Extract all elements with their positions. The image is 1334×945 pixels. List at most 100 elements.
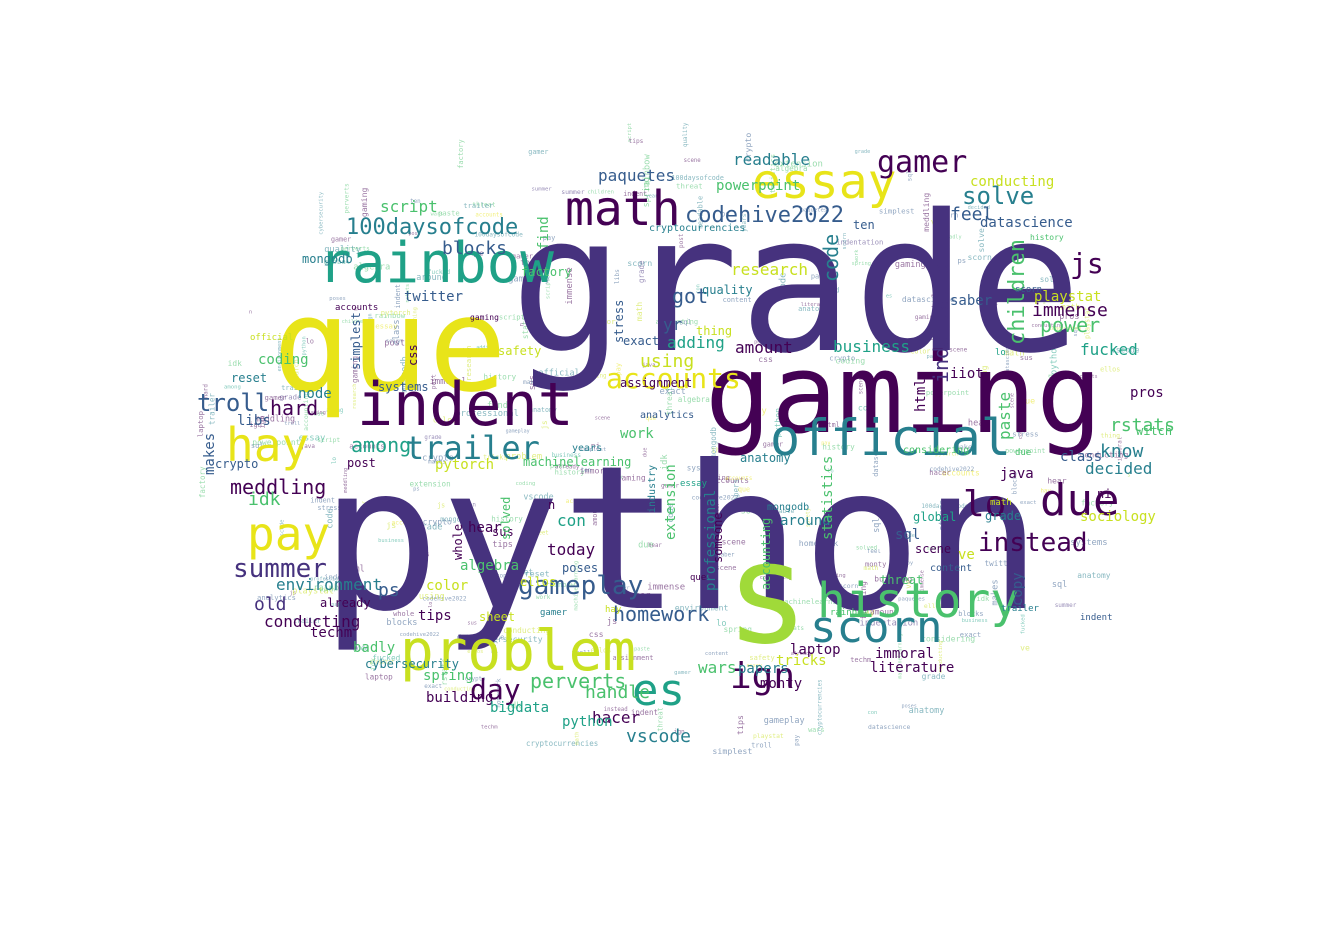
filler-word: summer	[1055, 602, 1077, 609]
filler-word: global	[324, 257, 351, 266]
cloud-word: python	[562, 714, 613, 730]
cloud-word: amount	[735, 338, 793, 357]
filler-word: statistics	[521, 293, 530, 339]
filler-word: safety	[749, 654, 774, 662]
filler-word: conducting	[1031, 323, 1063, 329]
filler-word: gaming	[915, 314, 938, 321]
filler-word: due	[642, 448, 648, 458]
filler-word: content	[705, 651, 729, 657]
filler-word: gameplay	[508, 274, 550, 284]
filler-word: gamer	[512, 253, 533, 261]
filler-word: indentation	[836, 238, 883, 247]
filler-word: math	[864, 565, 879, 572]
cloud-word: literature	[870, 660, 954, 676]
filler-word: accounts	[349, 442, 385, 451]
filler-word: codehive2022	[930, 466, 975, 473]
cloud-word: safety	[498, 344, 541, 358]
filler-word: amount	[591, 501, 599, 526]
filler-word: gaming	[307, 410, 325, 416]
cloud-word: sql	[895, 527, 920, 543]
filler-word: node	[353, 644, 369, 652]
filler-word: safety	[806, 508, 812, 527]
cloud-word: hay	[226, 418, 309, 472]
filler-word: datascience	[457, 632, 505, 641]
filler-word: libs	[614, 269, 621, 284]
filler-word: work	[609, 475, 623, 481]
filler-word: trailer	[463, 201, 493, 210]
filler-word: paste	[438, 209, 460, 218]
filler-word: whole	[393, 610, 414, 618]
cloud-word: math	[990, 498, 1012, 508]
filler-word: color	[433, 415, 457, 425]
filler-word: threat	[676, 182, 703, 191]
cloud-word: gamer	[540, 608, 568, 618]
cloud-word: algebra	[460, 558, 519, 574]
filler-word: code	[778, 273, 788, 294]
cloud-word: papers	[738, 661, 789, 677]
filler-word: accounts	[475, 213, 502, 219]
filler-word: 100daysofcode	[672, 174, 724, 182]
cloud-word: rstats	[1110, 415, 1175, 436]
filler-word: con	[858, 402, 873, 412]
filler-word: code	[325, 508, 335, 528]
cloud-word: ni	[1097, 487, 1111, 501]
cloud-word: s	[725, 513, 809, 676]
filler-word: html	[344, 565, 364, 575]
cloud-word: mongodb	[767, 502, 809, 513]
filler-word: scorn	[842, 233, 848, 250]
filler-word: twitter	[985, 559, 1018, 568]
cloud-word: professional	[703, 490, 719, 591]
cloud-word: research	[731, 260, 808, 279]
filler-word: que	[1020, 395, 1035, 405]
cloud-word: reset	[231, 371, 267, 385]
filler-word: content	[723, 296, 752, 304]
cloud-word: ign	[730, 656, 795, 697]
cloud-word: pros	[1130, 385, 1164, 401]
filler-word: hear	[1047, 476, 1067, 486]
filler-word: fucked	[428, 269, 451, 276]
cloud-word: trailer	[1001, 604, 1040, 614]
filler-word: tricks	[483, 454, 507, 462]
filler-word: makes	[956, 444, 977, 452]
filler-word: idk	[228, 359, 243, 368]
filler-word: grade	[424, 435, 442, 441]
cloud-word: day	[470, 673, 521, 706]
filler-word: rstats	[782, 625, 804, 632]
filler-word: poses	[902, 703, 917, 709]
filler-word: factory	[1081, 499, 1114, 508]
filler-word: meddling	[921, 193, 931, 232]
cloud-word: pytorch	[435, 457, 494, 473]
cloud-word: already	[320, 596, 371, 610]
filler-word: hay	[859, 608, 875, 618]
cloud-word: grade	[985, 509, 1021, 523]
cloud-word: rainbow	[830, 608, 869, 618]
cloud-word: old	[254, 594, 287, 615]
filler-word: thing	[589, 374, 606, 380]
filler-word: lo	[827, 469, 833, 475]
cloud-word: monty	[760, 676, 802, 692]
filler-word: pytorch	[381, 308, 411, 317]
filler-word: years	[646, 193, 661, 199]
filler-word: pytorch	[935, 451, 958, 457]
filler-word: post	[431, 374, 438, 389]
filler-word: js	[421, 550, 430, 559]
filler-word: code	[535, 281, 541, 295]
cloud-word: scorn	[810, 602, 942, 653]
cloud-word: essay	[752, 154, 897, 210]
filler-word: post	[384, 339, 405, 349]
cloud-word: 100daysofcode	[346, 215, 518, 240]
filler-word: gaming	[895, 260, 926, 270]
filler-word: que	[738, 485, 750, 493]
filler-word: idk	[977, 594, 991, 603]
filler-word: ign	[368, 313, 374, 322]
filler-word: already	[791, 651, 812, 657]
filler-word: poses	[329, 296, 346, 302]
filler-word: conducting	[1049, 326, 1081, 332]
filler-word: post	[409, 231, 421, 237]
filler-word: crypto	[829, 353, 855, 362]
filler-word: s	[1043, 300, 1046, 306]
filler-word: work	[854, 249, 860, 262]
filler-word: css	[589, 629, 604, 639]
filler-word: lo	[716, 619, 726, 629]
filler-word: hacer	[624, 591, 650, 601]
